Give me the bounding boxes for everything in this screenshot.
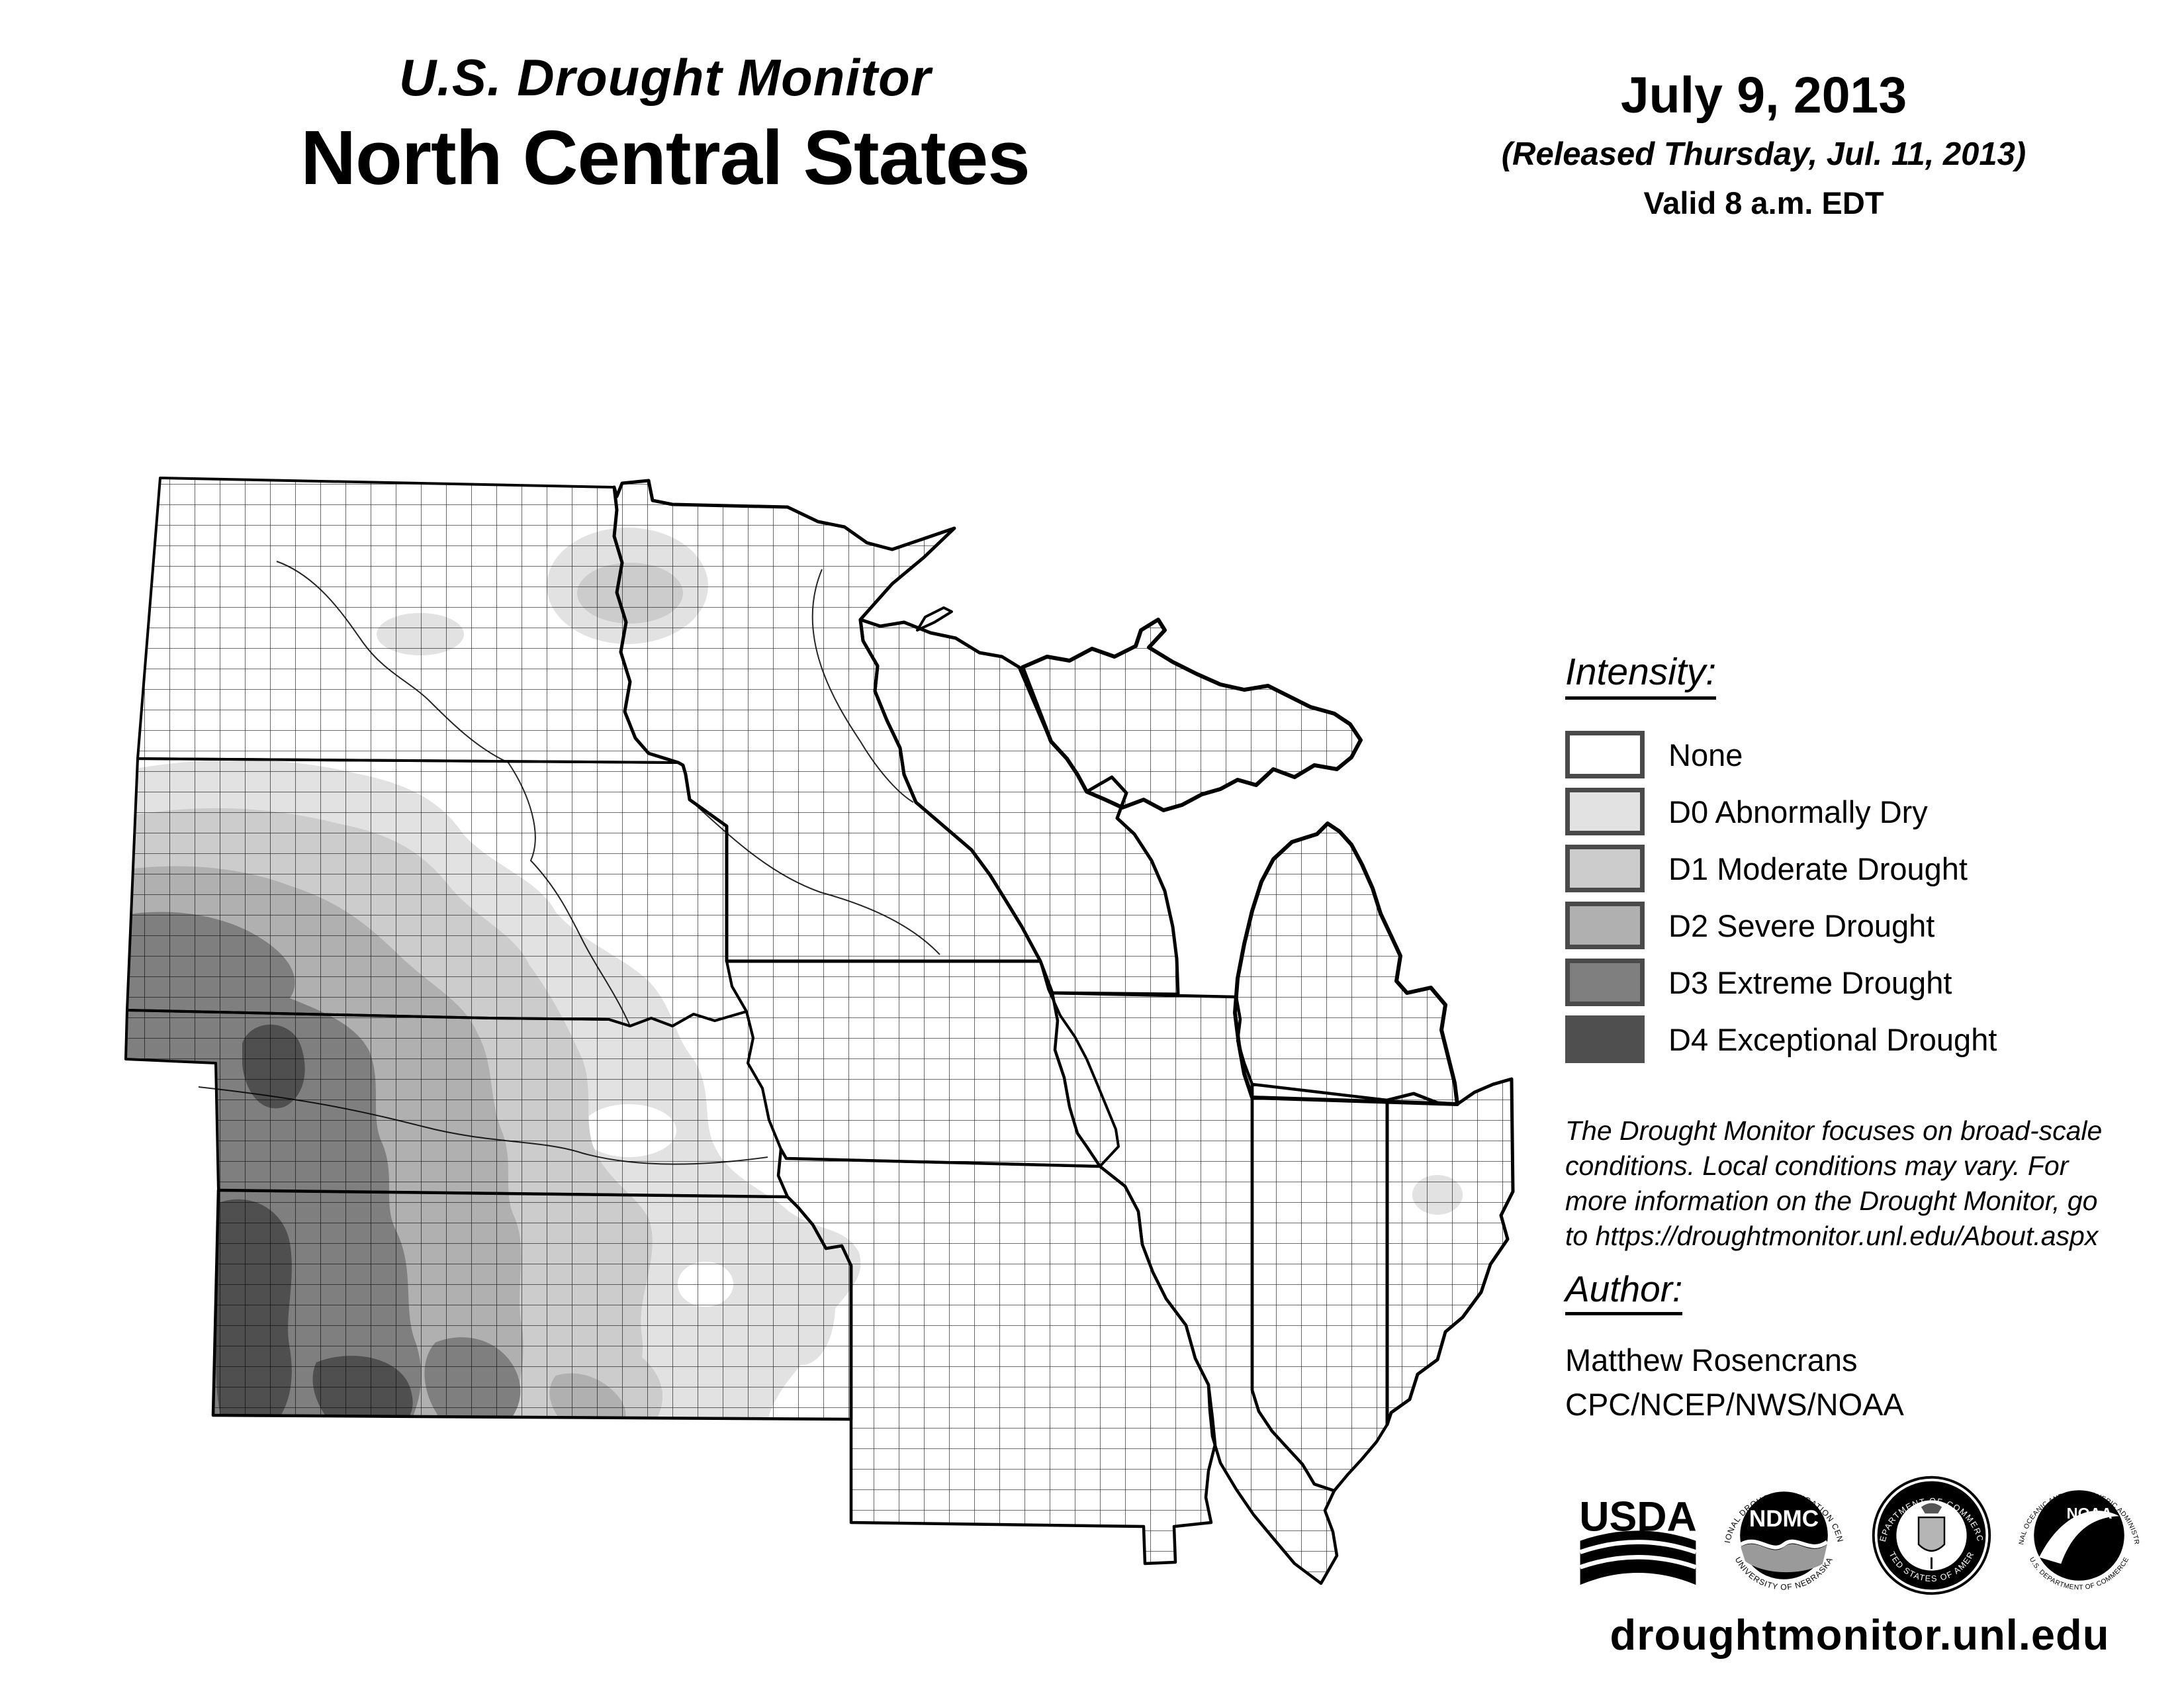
author-heading: Author:: [1565, 1268, 1683, 1315]
legend-label: D1 Moderate Drought: [1668, 851, 1968, 886]
ndmc-logo-icon: NDMC NATIONAL DROUGHT MITIGATION CENTER …: [1723, 1491, 1844, 1592]
usda-swoosh-line1: [1579, 1539, 1697, 1554]
noaa-logo-text: NOAA: [2067, 1505, 2113, 1522]
map-date: July 9, 2013: [1620, 67, 1907, 124]
legend-label: D2 Severe Drought: [1668, 908, 1935, 943]
legend: Intensity: None D0 Abnormally Dry D1 Mod…: [1565, 650, 2161, 1068]
drought-map: [124, 477, 1516, 1602]
date-block: July 9, 2013 (Released Thursday, Jul. 11…: [1377, 66, 2151, 221]
commerce-seal-icon: DEPARTMENT OF COMMERCE UNITED STATES OF …: [1872, 1476, 1991, 1595]
title-block: U.S. Drought Monitor North Central State…: [218, 48, 1112, 202]
site-url: droughtmonitor.unl.edu: [1610, 1611, 2110, 1659]
legend-swatch-d2: [1565, 902, 1645, 949]
doc-shield: [1917, 1516, 1946, 1552]
county-grid: [126, 478, 1513, 1583]
legend-swatch-d3: [1565, 959, 1645, 1006]
legend-swatch-d0: [1565, 788, 1645, 835]
legend-row-none: None: [1565, 726, 2161, 783]
usda-swoosh-line2: [1579, 1554, 1697, 1570]
legend-swatch-d4: [1565, 1015, 1645, 1063]
legend-label: D0 Abnormally Dry: [1668, 794, 1928, 829]
legend-row-d1: D1 Moderate Drought: [1565, 840, 2161, 897]
release-date: (Released Thursday, Jul. 11, 2013): [1501, 136, 2026, 172]
valid-time: Valid 8 a.m. EDT: [1643, 185, 1884, 220]
agency-logos: USDA NDMC NATIONAL DROUGHT MITIGATION CE…: [1575, 1471, 2171, 1600]
isle-royale: [916, 606, 953, 632]
author-block: Author: Matthew Rosencrans CPC/NCEP/NWS/…: [1565, 1268, 1904, 1423]
legend-swatch-d1: [1565, 845, 1645, 892]
drought-region-d0-south-missouri: [683, 1486, 782, 1532]
legend-label: D4 Exceptional Drought: [1668, 1021, 1997, 1057]
legend-row-d3: D3 Extreme Drought: [1565, 954, 2161, 1011]
legend-row-d2: D2 Severe Drought: [1565, 897, 2161, 954]
legend-row-d0: D0 Abnormally Dry: [1565, 783, 2161, 840]
ndmc-wave: [1741, 1544, 1827, 1573]
report-title: U.S. Drought Monitor: [398, 48, 932, 107]
ndmc-wave-line: [1739, 1539, 1829, 1550]
legend-row-d4: D4 Exceptional Drought: [1565, 1011, 2161, 1068]
ndmc-logo-text: NDMC: [1749, 1506, 1819, 1532]
author-name: Matthew Rosencrans: [1565, 1342, 1858, 1378]
platte-river: [198, 1086, 768, 1165]
legend-swatch-none: [1565, 731, 1645, 778]
doc-eagle: [1921, 1503, 1942, 1514]
legend-label: D3 Extreme Drought: [1668, 964, 1952, 1000]
mississippi-headwaters: [811, 569, 914, 803]
legend-label: None: [1668, 737, 1743, 773]
legend-items: None D0 Abnormally Dry D1 Moderate Droug…: [1565, 726, 2161, 1068]
usda-logo-icon: USDA: [1579, 1493, 1697, 1585]
noaa-logo-icon: NOAA NATIONAL OCEANIC AND ATMOSPHERIC AD…: [2018, 1490, 2140, 1591]
noaa-bird: [2039, 1511, 2119, 1564]
legend-heading: Intensity:: [1565, 650, 1717, 700]
author-org: CPC/NCEP/NWS/NOAA: [1565, 1387, 1904, 1422]
disclaimer-text: The Drought Monitor focuses on broad-sca…: [1565, 1115, 2103, 1251]
region-title: North Central States: [300, 115, 1030, 201]
